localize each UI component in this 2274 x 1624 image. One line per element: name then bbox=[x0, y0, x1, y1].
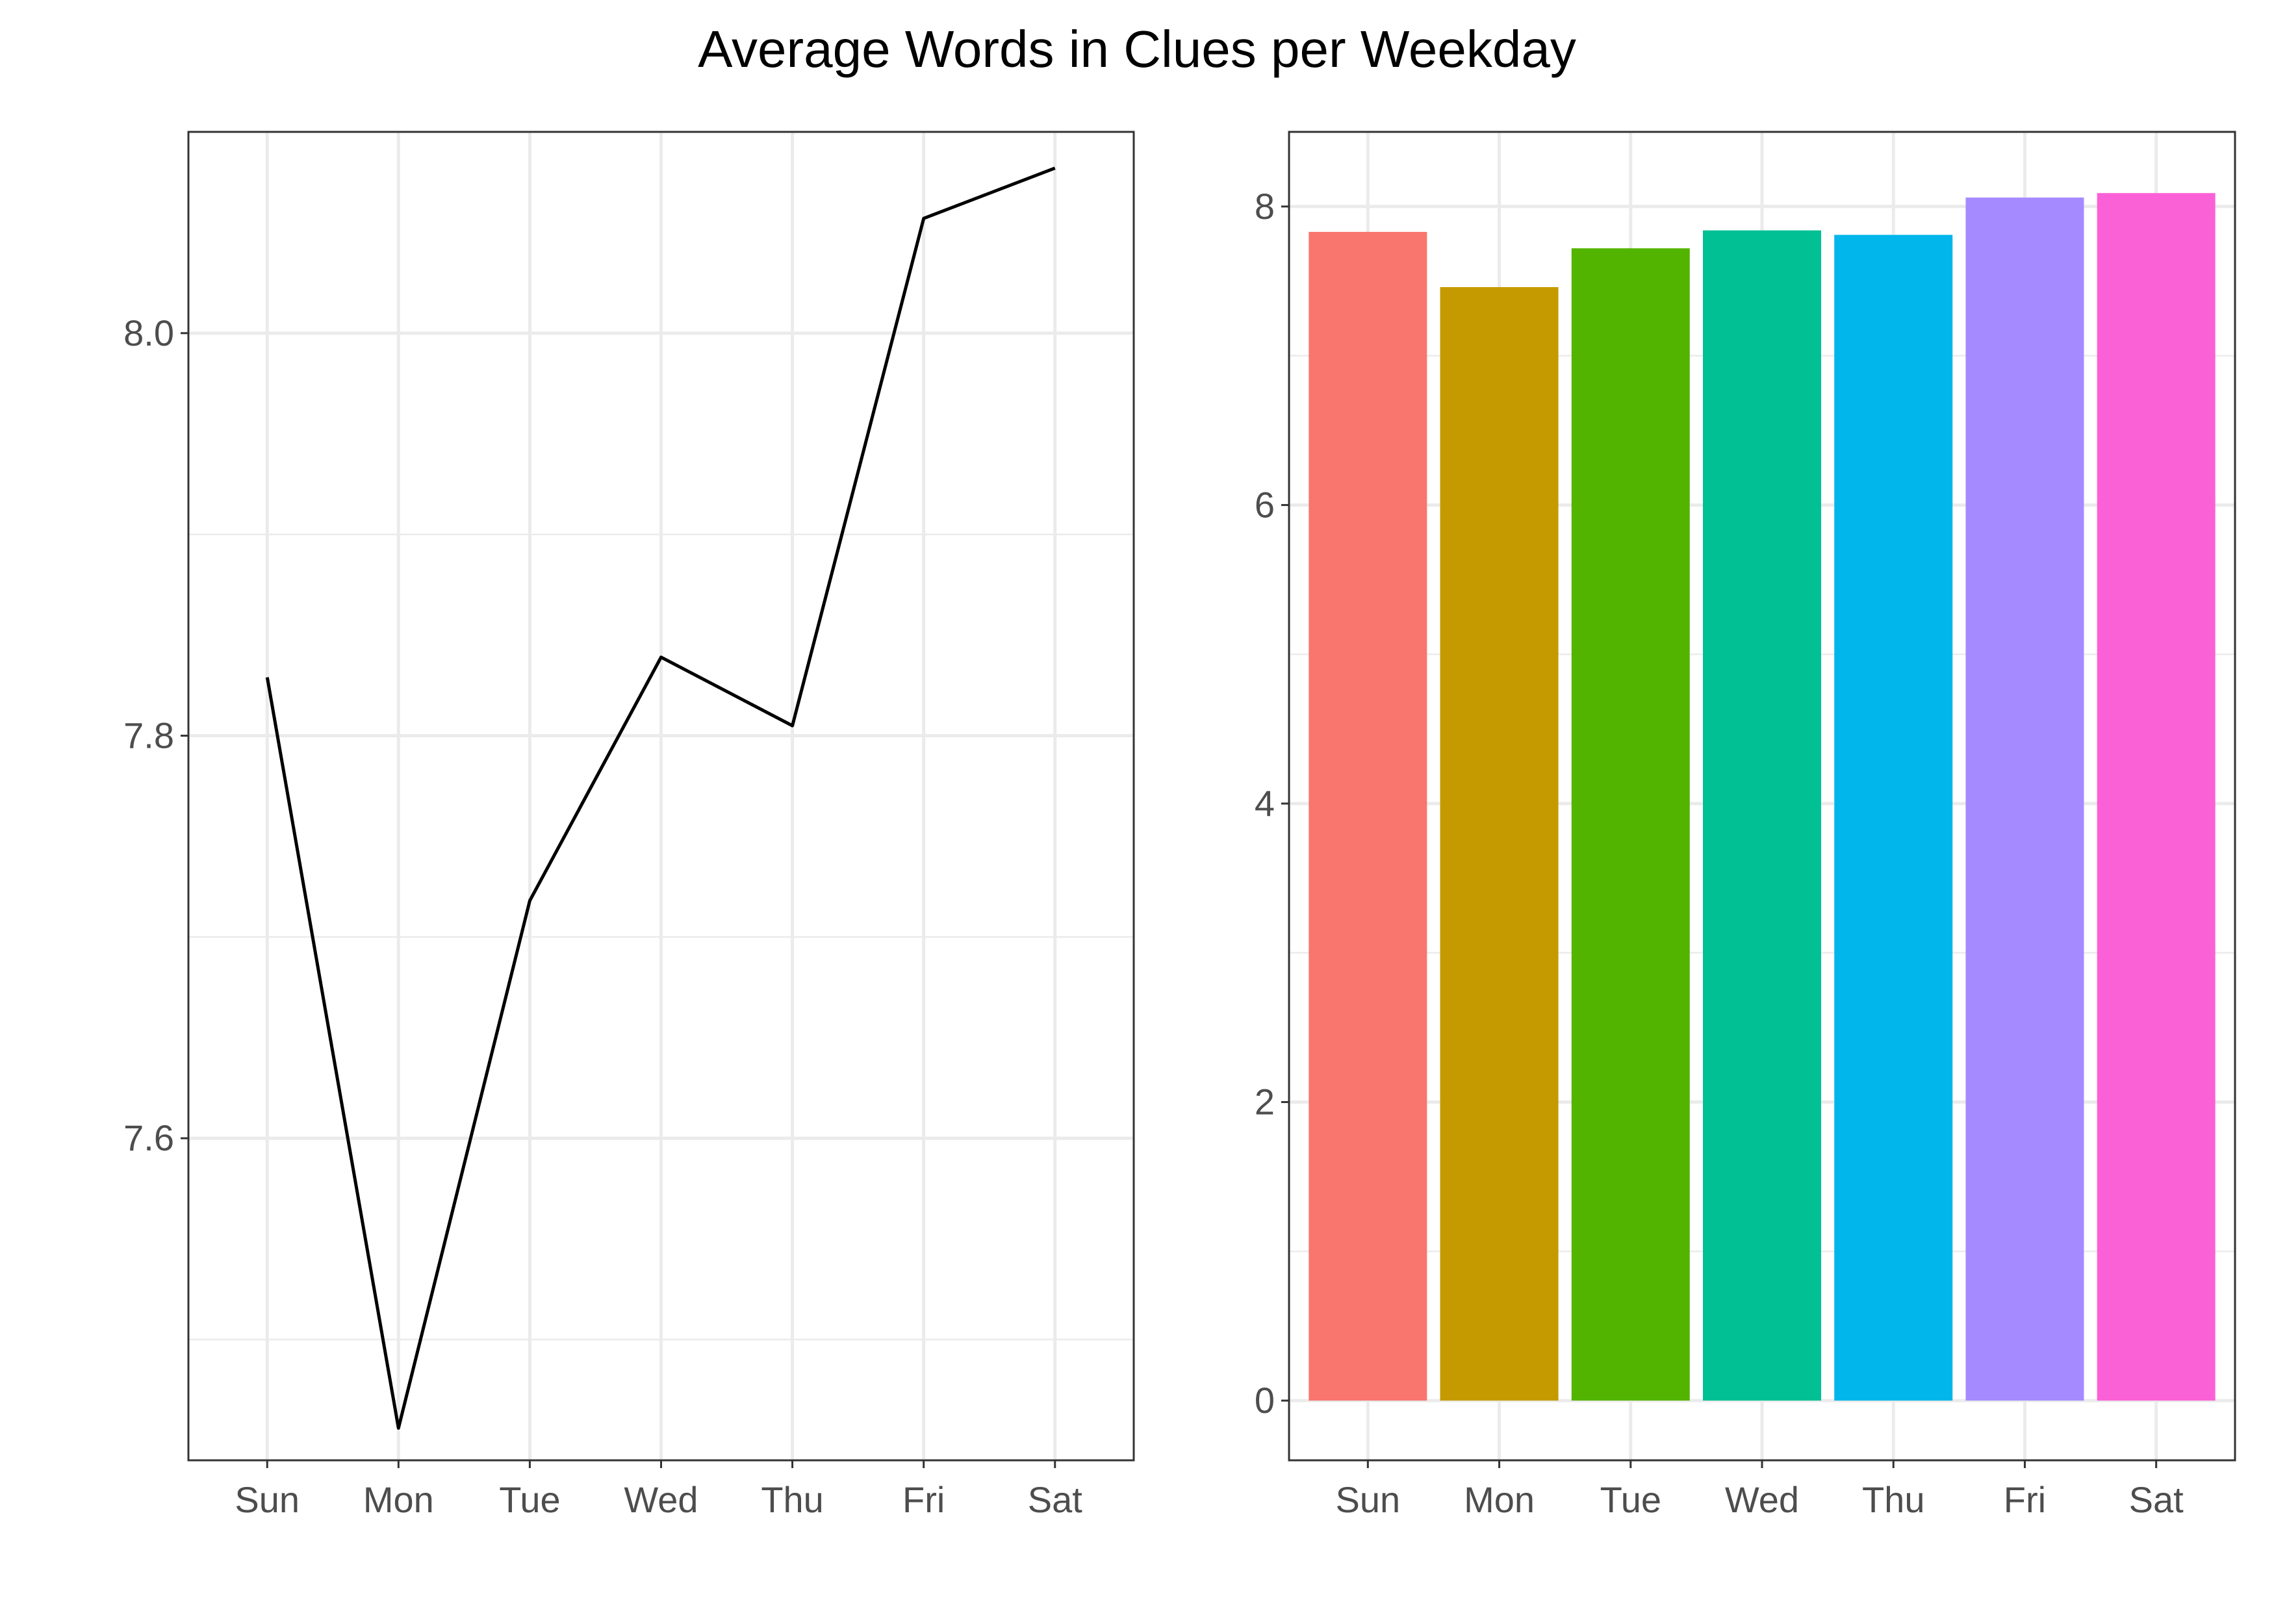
bar-chart-y-tick-label: 4 bbox=[1255, 783, 1275, 824]
bar-chart-bar-mon bbox=[1440, 286, 1559, 1401]
bar-chart-bar-wed bbox=[1703, 230, 1821, 1401]
bar-chart-x-tick-label-sat: Sat bbox=[2129, 1479, 2184, 1520]
bar-chart-y-tick-label: 6 bbox=[1255, 484, 1275, 525]
line-chart-x-tick-label-sun: Sun bbox=[235, 1479, 300, 1520]
line-chart-x-tick-label-thu: Thu bbox=[761, 1479, 824, 1520]
bar-chart-bar-fri bbox=[1965, 197, 2084, 1401]
line-chart-x-tick-label-tue: Tue bbox=[499, 1479, 560, 1520]
bar-chart-x-tick-label-mon: Mon bbox=[1464, 1479, 1535, 1520]
line-chart-panel: 7.6 7.8 8.0 Sun Mon Tue Wed Thu Fri Sat bbox=[123, 131, 1135, 1520]
line-chart-y-tick-label: 8.0 bbox=[123, 312, 174, 353]
bar-chart-x-tick-label-fri: Fri bbox=[2004, 1479, 2046, 1520]
line-chart-y-tick-label: 7.6 bbox=[123, 1117, 174, 1158]
line-chart-x-tick-label-wed: Wed bbox=[624, 1479, 698, 1520]
bar-chart-y-tick-label: 8 bbox=[1255, 186, 1275, 227]
line-chart-x-tick-label-sat: Sat bbox=[1028, 1479, 1082, 1520]
bar-chart-panel: 0 2 4 6 8 Sun Mon Tue Wed Thu Fri Sat bbox=[1255, 131, 2236, 1520]
line-chart-series-line bbox=[265, 166, 1056, 1430]
bar-chart-x-tick-label-thu: Thu bbox=[1862, 1479, 1925, 1520]
bar-chart-bar-sat bbox=[2097, 193, 2216, 1401]
bar-chart-bar-tue bbox=[1571, 248, 1690, 1401]
line-chart-x-tick-label-fri: Fri bbox=[902, 1479, 945, 1520]
bar-chart-x-tick-label-wed: Wed bbox=[1725, 1479, 1799, 1520]
bar-chart-x-tick-label-sun: Sun bbox=[1336, 1479, 1401, 1520]
line-chart-x-tick-label-mon: Mon bbox=[363, 1479, 434, 1520]
bar-chart-y-tick-label: 0 bbox=[1255, 1380, 1275, 1421]
chart-title: Average Words in Clues per Weekday bbox=[698, 20, 1576, 78]
line-chart-y-tick-label: 7.8 bbox=[123, 715, 174, 756]
bar-chart-x-tick-label-tue: Tue bbox=[1600, 1479, 1661, 1520]
bar-chart-bar-sun bbox=[1309, 231, 1427, 1401]
bar-chart-y-tick-label: 2 bbox=[1255, 1082, 1275, 1123]
bar-chart-bar-thu bbox=[1834, 235, 1953, 1401]
